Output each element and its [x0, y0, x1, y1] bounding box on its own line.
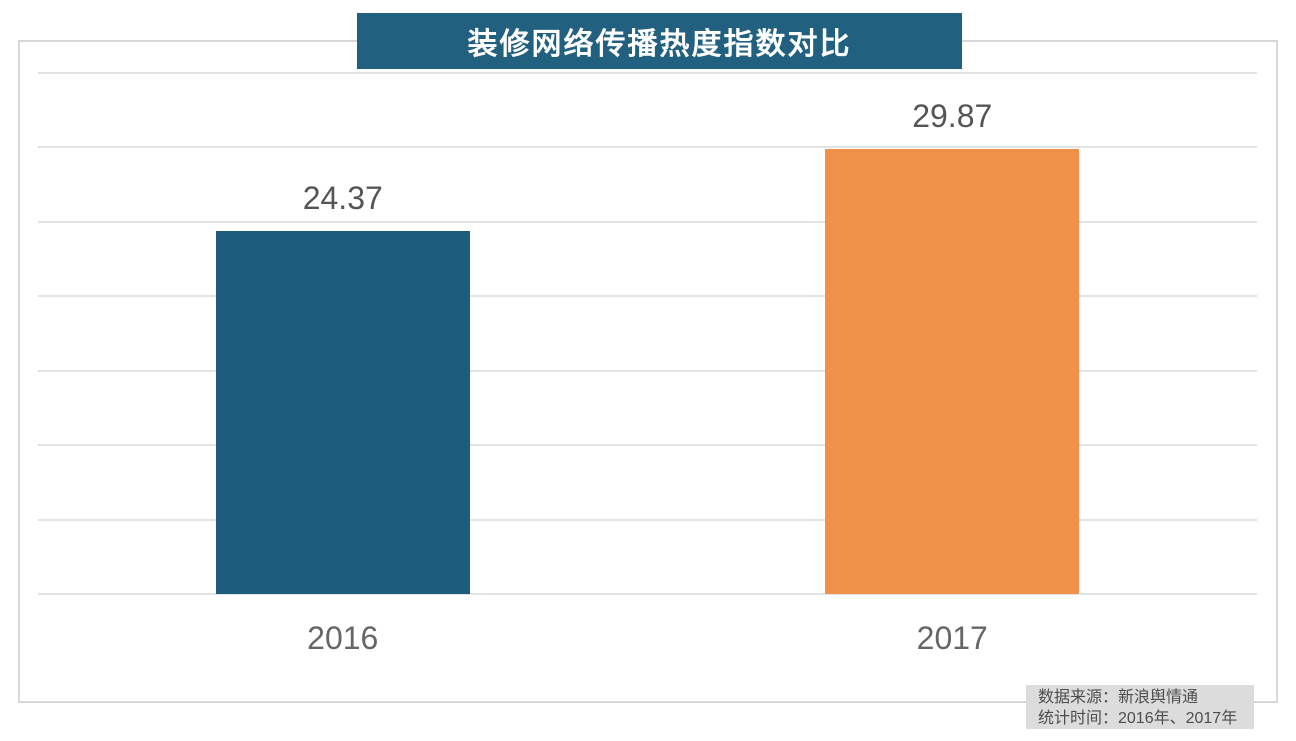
bar-group-2017: 29.87 2017	[648, 73, 1258, 656]
gridline	[38, 593, 1257, 595]
gridline	[38, 146, 1257, 149]
gridline	[38, 295, 1257, 298]
bar-2016	[215, 231, 470, 594]
source-note: 数据来源：新浪舆情通 统计时间：2016年、2017年	[1026, 685, 1254, 729]
gridline	[38, 369, 1257, 372]
value-label-2017: 29.87	[912, 98, 993, 135]
plot-area: 24.37 2016 29.87 2017	[38, 72, 1258, 656]
gridline	[38, 518, 1257, 521]
source-note-line2: 统计时间：2016年、2017年	[1038, 710, 1238, 727]
category-label-2017: 2017	[916, 620, 988, 656]
gridline	[38, 220, 1257, 223]
chart-title-banner: 装修网络传播热度指数对比	[357, 13, 962, 69]
bar-group-2016: 24.37 2016	[38, 73, 648, 656]
gridline	[38, 72, 1257, 74]
bar-2017	[825, 149, 1080, 594]
value-label-2016: 24.37	[302, 180, 383, 217]
gridline	[38, 444, 1257, 447]
chart-title: 装修网络传播热度指数对比	[467, 28, 852, 61]
source-note-line1: 数据来源：新浪舆情通	[1038, 689, 1199, 706]
category-label-2016: 2016	[307, 620, 379, 656]
